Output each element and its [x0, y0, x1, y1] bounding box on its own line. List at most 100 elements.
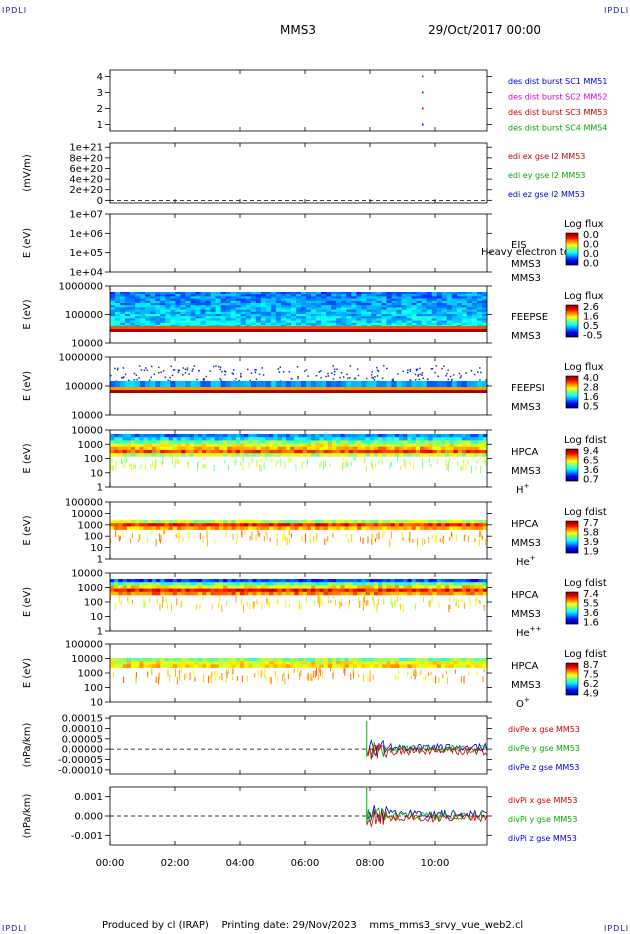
heatmap-cell [223, 523, 228, 527]
heatmap-cell [381, 303, 387, 306]
colorbar-swatch [566, 405, 578, 407]
heatmap-dot [415, 369, 418, 372]
heatmap-cell [210, 437, 216, 441]
heatmap-cell [315, 446, 320, 451]
heatmap-cell [466, 322, 473, 326]
heatmap-streak [449, 536, 451, 541]
heatmap-streak [298, 604, 300, 611]
heatmap-cell [223, 446, 228, 451]
heatmap-cell [348, 434, 354, 438]
colorbar-swatch [566, 259, 578, 261]
heatmap-cell [476, 303, 483, 306]
y-tick-label: 10000 [71, 339, 103, 350]
heatmap-cell [436, 658, 442, 662]
heatmap-dot [291, 378, 293, 380]
heatmap-cell [449, 440, 454, 444]
heatmap-cell [399, 582, 404, 586]
heatmap-cell [382, 434, 387, 438]
heatmap-cell [168, 582, 174, 586]
heatmap-cell [369, 446, 375, 451]
heatmap-cell [197, 661, 203, 665]
heatmap-cell [256, 526, 262, 530]
colorbar-swatch [566, 379, 578, 381]
heatmap-cell [295, 320, 302, 323]
heatmap-cell [470, 588, 475, 593]
heatmap-cell [210, 588, 216, 593]
heatmap-cell [336, 322, 342, 326]
heatmap-cell [130, 296, 136, 299]
heatmap-cell [223, 585, 228, 589]
heatmap-cell [193, 443, 199, 448]
heatmap-cell [160, 294, 166, 297]
heatmap-cell [421, 296, 428, 299]
heatmap-cell [215, 318, 221, 321]
heatmap-cell [135, 300, 141, 304]
heatmap-cell [230, 296, 237, 299]
heatmap-cell [394, 585, 400, 589]
heatmap-cell [172, 658, 178, 662]
colorbar-tick-label: 4.0 [583, 373, 599, 384]
heatmap-cell [135, 453, 140, 457]
heatmap-cell [344, 440, 350, 444]
heatmap-cell [275, 318, 282, 321]
heatmap-cell [431, 381, 438, 387]
heatmap-streak [181, 600, 183, 607]
heatmap-streak [412, 538, 414, 543]
heatmap-cell [170, 381, 176, 387]
heatmap-cell [273, 579, 278, 583]
heatmap-cell [175, 300, 181, 304]
heatmap-cell [441, 309, 448, 312]
heatmap-cell [357, 579, 362, 583]
heatmap-cell [227, 443, 232, 448]
heatmap-cell [482, 579, 488, 583]
y-tick-label: 3 [97, 88, 103, 99]
heatmap-cell [165, 298, 171, 301]
colorbar-swatch [566, 605, 578, 607]
heatmap-cell [411, 579, 417, 583]
heatmap-cell [394, 579, 400, 583]
heatmap-cell [376, 314, 382, 317]
heatmap-dot [231, 372, 234, 374]
heatmap-cell [277, 453, 283, 457]
heatmap-streak [284, 461, 286, 469]
heatmap-cell [416, 309, 423, 312]
heatmap-cell [151, 523, 157, 527]
colorbar-swatch [566, 615, 578, 617]
heatmap-cell [331, 320, 337, 323]
heatmap-cell [406, 294, 412, 297]
heatmap-cell [474, 661, 480, 665]
heatmap-streak [277, 676, 279, 682]
heatmap-cell [139, 443, 144, 448]
heatmap-cell [311, 320, 317, 323]
heatmap-cell [202, 588, 207, 593]
heatmap-cell [130, 303, 136, 306]
heatmap-cell [164, 450, 170, 454]
heatmap-dot [370, 374, 373, 376]
y-tick-label: 10 [90, 612, 103, 623]
heatmap-cell [110, 311, 116, 315]
heatmap-cell [440, 588, 446, 593]
heatmap-dot [485, 379, 487, 381]
heatmap-cell [478, 664, 484, 668]
heatmap-cell [366, 307, 372, 310]
heatmap-cell [365, 443, 371, 448]
heatmap-dot [158, 366, 160, 369]
heatmap-cell [378, 591, 383, 596]
heatmap-cell [265, 303, 272, 306]
heatmap-streak [430, 463, 432, 468]
heatmap-cell [155, 307, 161, 310]
heatmap-cell [466, 434, 471, 438]
heatmap-cell [382, 658, 387, 662]
heatmap-cell [206, 591, 211, 596]
heatmap-cell [206, 588, 211, 593]
heatmap-cell [406, 314, 412, 317]
colorbar-swatch [566, 620, 578, 622]
heatmap-cell [415, 450, 421, 454]
heatmap-cell [321, 294, 327, 297]
heatmap-cell [197, 520, 203, 524]
heatmap-cell [147, 591, 153, 596]
heatmap-streak [234, 460, 236, 466]
heatmap-cell [386, 523, 392, 527]
heatmap-cell [411, 309, 418, 312]
heatmap-cell [110, 658, 115, 662]
